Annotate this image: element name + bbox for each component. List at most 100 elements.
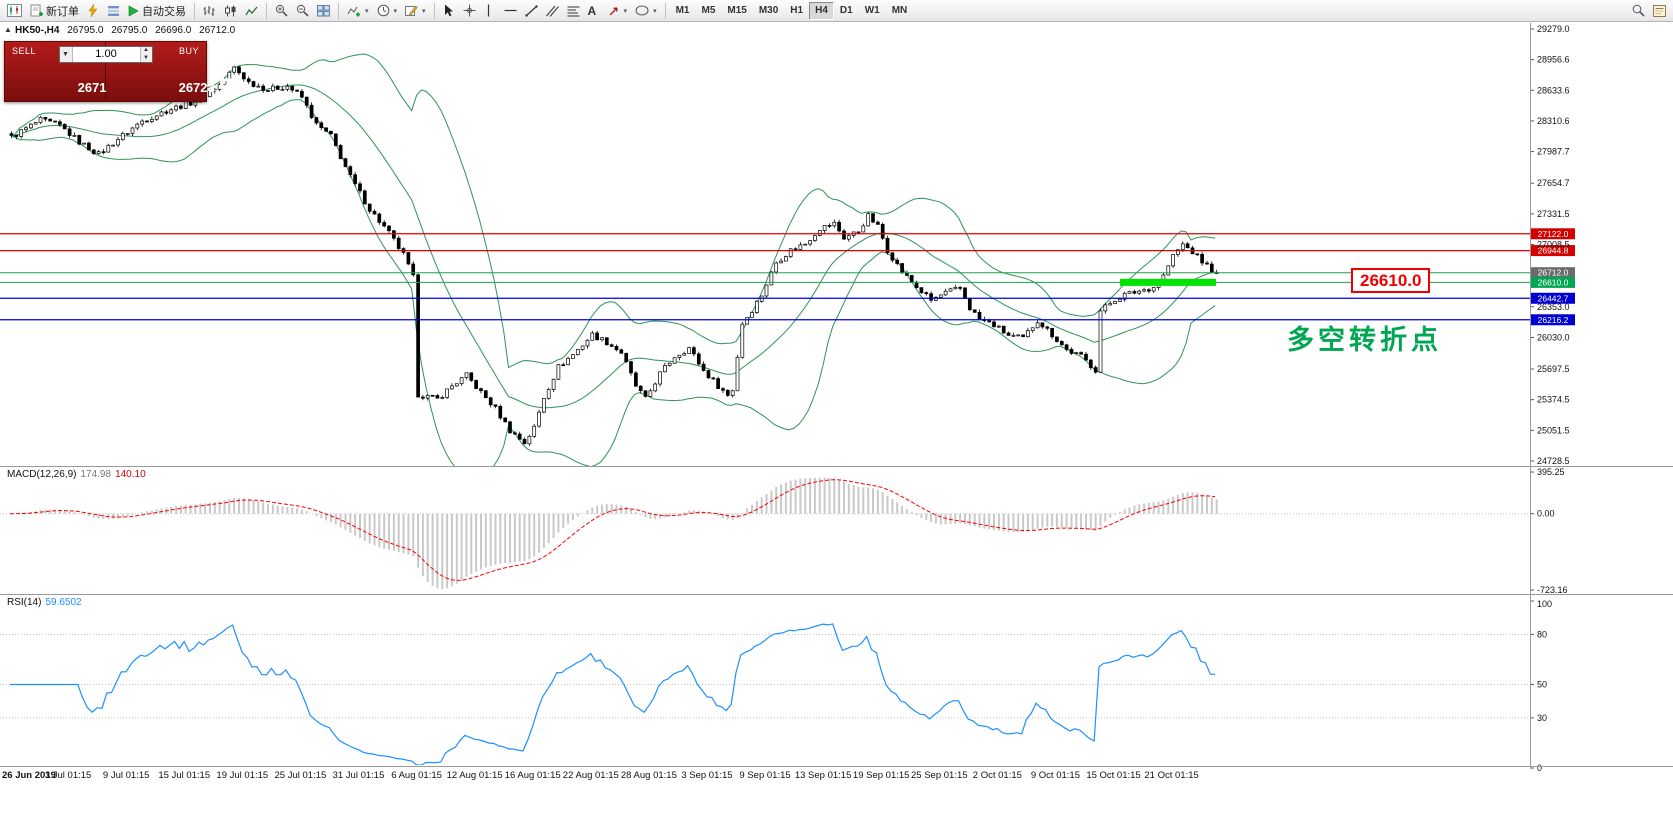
tf-h1-button[interactable]: H1 xyxy=(784,2,809,20)
search-icon[interactable] xyxy=(1628,1,1649,21)
low-value: 26696.0 xyxy=(155,25,192,36)
autotrade-button[interactable]: 自动交易 xyxy=(124,1,190,21)
svg-text:80: 80 xyxy=(1537,629,1547,639)
volume-up-icon[interactable]: ▲ xyxy=(140,47,152,55)
svg-text:26442.7: 26442.7 xyxy=(1538,293,1569,303)
volume-spin-buttons: ▲ ▼ xyxy=(139,47,152,62)
toolbar-group-objects: A ▾ ▾ xyxy=(439,0,661,22)
svg-text:31 Jul 01:15: 31 Jul 01:15 xyxy=(333,770,385,781)
timeframe-group: M1 M5 M15 M30 H1 H4 D1 W1 MN xyxy=(670,0,914,22)
svg-text:12 Aug 01:15: 12 Aug 01:15 xyxy=(447,770,503,781)
high-value: 26795.0 xyxy=(111,25,148,36)
ohlc-header: HK50-,H4 26795.0 26795.0 26696.0 26712.0 xyxy=(15,25,240,36)
tf-d1-button[interactable]: D1 xyxy=(834,2,859,20)
svg-text:21 Oct 01:15: 21 Oct 01:15 xyxy=(1144,770,1198,781)
tile-windows-icon[interactable] xyxy=(313,1,334,21)
new-order-button[interactable]: 新订单 xyxy=(26,1,83,21)
rsi-pane xyxy=(0,623,1530,765)
templates-icon[interactable]: ▾ xyxy=(401,1,430,21)
svg-text:26353.0: 26353.0 xyxy=(1537,302,1570,312)
toolbar-separator xyxy=(338,2,339,19)
svg-text:25 Sep 01:15: 25 Sep 01:15 xyxy=(911,770,968,781)
horizontal-line-icon[interactable] xyxy=(500,1,521,21)
tf-m15-button[interactable]: M15 xyxy=(721,2,752,20)
crosshair-icon[interactable] xyxy=(459,1,480,21)
zoom-in-icon[interactable] xyxy=(271,1,292,21)
volume-dropdown-icon[interactable]: ▼ xyxy=(59,47,73,62)
svg-text:27654.7: 27654.7 xyxy=(1537,178,1570,188)
line-chart-icon[interactable] xyxy=(241,1,262,21)
volume-down-icon[interactable]: ▼ xyxy=(140,54,152,62)
shapes-icon[interactable]: ▾ xyxy=(631,1,661,21)
cursor-icon[interactable] xyxy=(439,1,459,21)
trendline-icon[interactable] xyxy=(521,1,542,21)
tf-w1-button[interactable]: W1 xyxy=(859,2,886,20)
svg-text:26610.0: 26610.0 xyxy=(1538,277,1569,287)
svg-text:27987.7: 27987.7 xyxy=(1537,147,1570,157)
svg-text:26944.8: 26944.8 xyxy=(1538,246,1569,256)
macd-signal-value: 140.10 xyxy=(115,469,146,480)
data-window-icon[interactable] xyxy=(1649,1,1670,21)
one-click-trading-icon[interactable] xyxy=(83,1,103,21)
svg-text:15 Oct 01:15: 15 Oct 01:15 xyxy=(1086,770,1140,781)
macd-main-value: 174.98 xyxy=(80,469,112,480)
svg-text:30: 30 xyxy=(1537,713,1547,723)
volume-stepper[interactable]: ▼ 1.00 ▲ ▼ xyxy=(58,46,153,63)
sell-label: SELL xyxy=(12,46,37,56)
vertical-line-icon[interactable] xyxy=(480,1,500,21)
tf-m1-button[interactable]: M1 xyxy=(670,2,696,20)
chart-window-icon[interactable] xyxy=(3,1,26,21)
autotrade-label: 自动交易 xyxy=(142,5,186,18)
tf-h4-button[interactable]: H4 xyxy=(809,1,834,20)
text-label-icon[interactable]: A xyxy=(584,1,604,21)
arrow-objects-icon[interactable]: ▾ xyxy=(604,1,632,21)
svg-text:26030.0: 26030.0 xyxy=(1537,332,1570,342)
tf-m5-button[interactable]: M5 xyxy=(695,2,721,20)
new-order-label: 新订单 xyxy=(46,5,79,18)
svg-text:3 Jul 01:15: 3 Jul 01:15 xyxy=(45,770,91,781)
channel-icon[interactable] xyxy=(542,1,563,21)
tf-mn-button[interactable]: MN xyxy=(886,2,914,20)
svg-text:15 Jul 01:15: 15 Jul 01:15 xyxy=(158,770,210,781)
volume-value: 1.00 xyxy=(95,48,117,60)
buy-label: BUY xyxy=(178,46,199,56)
svg-text:28310.6: 28310.6 xyxy=(1537,116,1570,126)
dropdown-caret-icon: ▾ xyxy=(623,7,628,15)
svg-text:19 Sep 01:15: 19 Sep 01:15 xyxy=(853,770,910,781)
toolbar-group-zoom xyxy=(271,0,334,22)
bar-chart-icon[interactable] xyxy=(199,1,220,21)
svg-text:13 Sep 01:15: 13 Sep 01:15 xyxy=(795,770,852,781)
svg-text:28633.6: 28633.6 xyxy=(1537,85,1570,95)
periods-icon[interactable]: ▾ xyxy=(373,1,402,21)
dropdown-caret-icon: ▾ xyxy=(365,7,369,15)
rsi-name: RSI(14) xyxy=(7,597,42,608)
svg-text:28956.6: 28956.6 xyxy=(1537,55,1570,65)
symbol-period-label: HK50-,H4 xyxy=(15,25,60,36)
tf-m30-button[interactable]: M30 xyxy=(753,2,784,20)
depth-of-market-icon[interactable] xyxy=(103,1,124,21)
support-price-callout: 26610.0 xyxy=(1351,268,1431,293)
dropdown-caret-icon: ▾ xyxy=(653,7,657,15)
indicators-icon[interactable]: ▾ xyxy=(343,1,373,21)
trade-panel-collapse-icon[interactable]: ▲ xyxy=(4,25,12,34)
svg-text:2 Oct 01:15: 2 Oct 01:15 xyxy=(973,770,1022,781)
rsi-indicator-label: RSI(14) 59.6502 xyxy=(7,597,86,608)
svg-text:395.25: 395.25 xyxy=(1537,467,1565,477)
svg-text:50: 50 xyxy=(1537,680,1547,690)
zoom-out-icon[interactable] xyxy=(292,1,313,21)
svg-text:28 Aug 01:15: 28 Aug 01:15 xyxy=(621,770,677,781)
rsi-value: 59.6502 xyxy=(45,597,82,608)
candlestick-chart-icon[interactable] xyxy=(220,1,241,21)
svg-text:3 Sep 01:15: 3 Sep 01:15 xyxy=(681,770,732,781)
svg-text:26 Jun 2019: 26 Jun 2019 xyxy=(2,770,56,781)
svg-text:0: 0 xyxy=(1537,763,1542,773)
svg-text:22 Aug 01:15: 22 Aug 01:15 xyxy=(563,770,619,781)
fibonacci-icon[interactable] xyxy=(563,1,584,21)
svg-text:29279.0: 29279.0 xyxy=(1537,24,1570,34)
toolbar-separator xyxy=(194,2,195,19)
svg-text:-723.16: -723.16 xyxy=(1537,585,1568,595)
svg-text:19 Jul 01:15: 19 Jul 01:15 xyxy=(216,770,268,781)
svg-text:100: 100 xyxy=(1537,599,1552,609)
svg-text:9 Jul 01:15: 9 Jul 01:15 xyxy=(103,770,149,781)
